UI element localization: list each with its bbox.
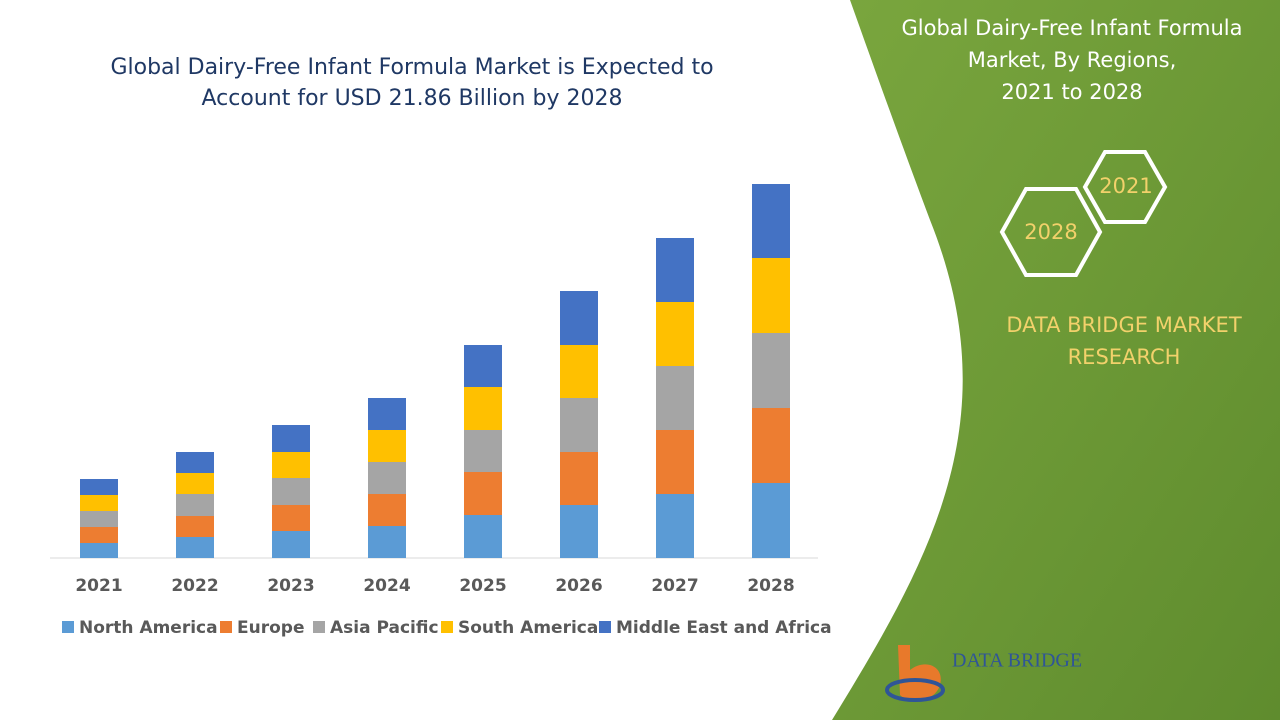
legend-label: Asia Pacific [330,618,439,638]
x-tick-label: 2026 [555,576,602,596]
bar-segment [368,494,406,526]
bar-segment [560,452,598,505]
legend-swatch [313,621,325,633]
bar-segment [464,472,502,515]
bar-segment [464,387,502,430]
legend-label: South America [458,618,598,638]
bar-segment [272,425,310,452]
legend-swatch [220,621,232,633]
logo-text: DATA BRIDGE [952,650,1082,672]
legend-label: Europe [237,618,304,638]
bar-segment [752,258,790,333]
bar-segment [272,452,310,478]
panel-title: Global Dairy-Free Infant Formula [902,16,1243,40]
bar-segment [176,473,214,494]
x-tick-label: 2021 [75,576,122,596]
legend-swatch [62,621,74,633]
bar-segment [656,366,694,430]
bar-segment [656,494,694,558]
x-tick-label: 2024 [363,576,410,596]
bar-segment [560,398,598,452]
bar-segment [80,479,118,495]
logo-ring [885,678,945,702]
bar-segment [464,515,502,558]
legend-swatch [599,621,611,633]
bar-segment [752,184,790,258]
bar-segment [176,452,214,473]
hexagon [999,187,1103,277]
bar-segment [176,516,214,537]
bar-segment [560,505,598,558]
legend-label: North America [79,618,218,638]
bar-segment [656,302,694,366]
bar-segment [656,238,694,302]
hex-label: 2028 [1024,220,1077,244]
bar-segment [752,408,790,483]
bar-segment [368,398,406,430]
side-panel [832,0,1280,720]
hexagon [1082,150,1168,224]
bar-segment [464,430,502,472]
x-tick-label: 2028 [747,576,794,596]
hexagons [999,150,1168,277]
logo: DATA BRIDGE [885,645,1082,702]
bar-segment [752,333,790,408]
bar-segment [656,430,694,494]
bar-segment [272,505,310,531]
bar-segment [80,495,118,511]
panel-title: Market, By Regions, [968,48,1177,72]
bar-segment [368,430,406,462]
x-tick-label: 2023 [267,576,314,596]
bar-segment [368,462,406,494]
x-tick-label: 2022 [171,576,218,596]
legend-swatch [441,621,453,633]
bar-segment [560,345,598,398]
chart-title: Account for USD 21.86 Billion by 2028 [202,86,623,111]
bar-segment [368,526,406,558]
legend-label: Middle East and Africa [616,618,832,638]
logo-mark [898,645,941,701]
panel-title: 2021 to 2028 [1001,80,1142,104]
brand-label: RESEARCH [1068,345,1181,369]
bar-segment [80,527,118,543]
bar-segment [80,511,118,527]
bar-segment [560,291,598,345]
bar-segment [176,494,214,516]
brand-label: DATA BRIDGE MARKET [1006,313,1241,337]
bar-segment [176,537,214,558]
bar-segment [272,478,310,505]
hex-label: 2021 [1099,174,1152,198]
bar-segment [272,531,310,558]
x-tick-label: 2025 [459,576,506,596]
x-tick-label: 2027 [651,576,698,596]
bar-segment [464,345,502,387]
chart-title: Global Dairy-Free Infant Formula Market … [110,55,713,80]
bar-segment [752,483,790,558]
bar-segment [80,543,118,558]
